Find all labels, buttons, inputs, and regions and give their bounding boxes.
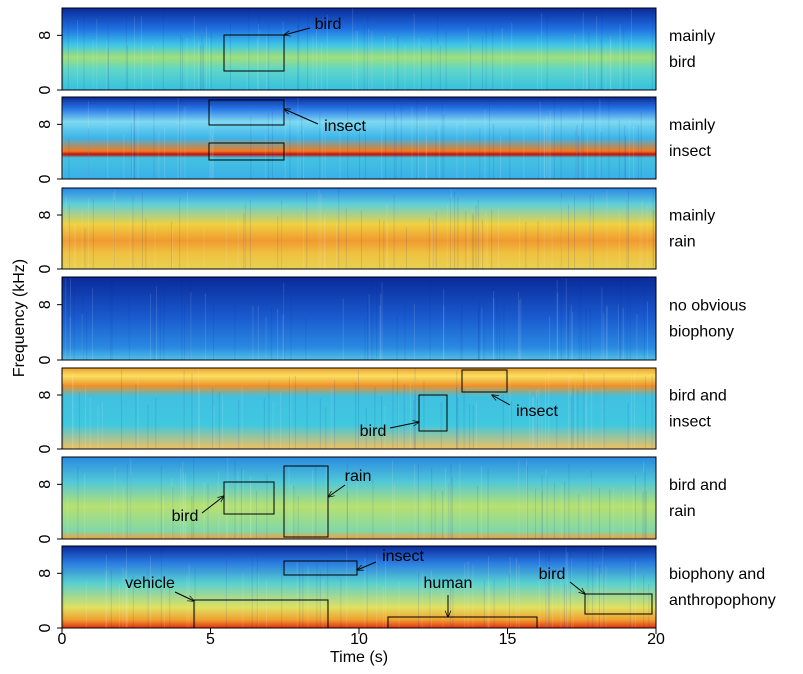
annotation-label: rain: [345, 468, 372, 485]
annotation-arrow: [389, 422, 419, 429]
y-tick-label: 8: [37, 569, 54, 578]
annotation-box: [584, 593, 653, 615]
annotation-label: human: [424, 575, 473, 592]
x-tick-label: 15: [499, 631, 517, 648]
annotation-label: bird: [315, 16, 342, 33]
spectrogram: [62, 188, 656, 269]
panel-label: biophony: [669, 324, 734, 341]
annotation-box: [387, 616, 538, 629]
spectrogram: [62, 546, 656, 628]
y-tick-label: 0: [37, 444, 54, 453]
y-tick-label: 8: [37, 120, 54, 129]
annotation-arrow: [284, 27, 311, 35]
annotation-label: insect: [382, 548, 424, 565]
y-tick-label: 8: [37, 300, 54, 309]
panel-frame: [61, 187, 657, 270]
annotation-box: [193, 599, 329, 629]
annotation-label: insect: [324, 118, 366, 135]
panel-label: mainly: [669, 208, 715, 225]
y-axis-label: Frequency (kHz): [11, 259, 28, 377]
annotation-box: [461, 369, 508, 393]
panel-frame: [61, 276, 657, 361]
x-tick-label: 0: [58, 631, 67, 648]
annotation-arrow: [492, 395, 511, 406]
annotation-label: insect: [516, 403, 558, 420]
panel-frame: [61, 456, 657, 540]
spectrogram: [62, 457, 656, 539]
y-tick-label: 8: [37, 210, 54, 219]
x-tick-label: 10: [350, 631, 368, 648]
spectrogram: [62, 8, 656, 90]
panel-label: anthropophony: [669, 592, 776, 609]
y-tick-label: 0: [37, 85, 54, 94]
annotation-label: vehicle: [125, 575, 175, 592]
panel-label: bird: [669, 54, 696, 71]
spectrogram: [62, 277, 656, 360]
y-tick-label: 0: [37, 355, 54, 364]
y-tick-label: 8: [37, 480, 54, 489]
y-tick-label: 0: [37, 534, 54, 543]
panel-label: bird and: [669, 477, 727, 494]
panel-label: rain: [669, 503, 696, 520]
spectrogram: [62, 368, 656, 449]
panel-frame: [61, 367, 657, 450]
x-tick-label: 5: [206, 631, 215, 648]
panel-label: mainly: [669, 28, 715, 45]
y-tick-label: 0: [37, 623, 54, 632]
annotation-label: bird: [360, 423, 387, 440]
annotation-arrow: [284, 109, 319, 125]
spectrogram: [62, 97, 656, 179]
annotation-label: bird: [172, 508, 199, 525]
panel-frame: [61, 96, 657, 180]
annotation-arrow: [174, 591, 194, 601]
y-tick-label: 0: [37, 264, 54, 273]
annotation-box: [283, 465, 329, 538]
annotation-arrow: [201, 496, 224, 514]
y-tick-label: 8: [37, 31, 54, 40]
y-tick-label: 8: [37, 390, 54, 399]
annotation-label: bird: [539, 566, 566, 583]
panel-label: no obvious: [669, 298, 746, 315]
panel-label: insect: [669, 143, 711, 160]
panel-label: biophony and: [669, 566, 765, 583]
panel-label: insect: [669, 414, 711, 431]
panel-label: bird and: [669, 388, 727, 405]
panel-label: mainly: [669, 117, 715, 134]
panel-frame: [61, 7, 657, 91]
x-tick-label: 20: [647, 631, 665, 648]
annotation-arrow: [569, 581, 585, 594]
annotation-box: [223, 34, 285, 72]
x-axis-label: Time (s): [330, 649, 388, 666]
y-tick-label: 0: [37, 174, 54, 183]
annotation-box: [208, 142, 285, 161]
annotation-box: [418, 394, 448, 432]
annotation-arrow: [357, 561, 377, 570]
panel-label: rain: [669, 234, 696, 251]
annotation-arrow: [328, 484, 346, 497]
